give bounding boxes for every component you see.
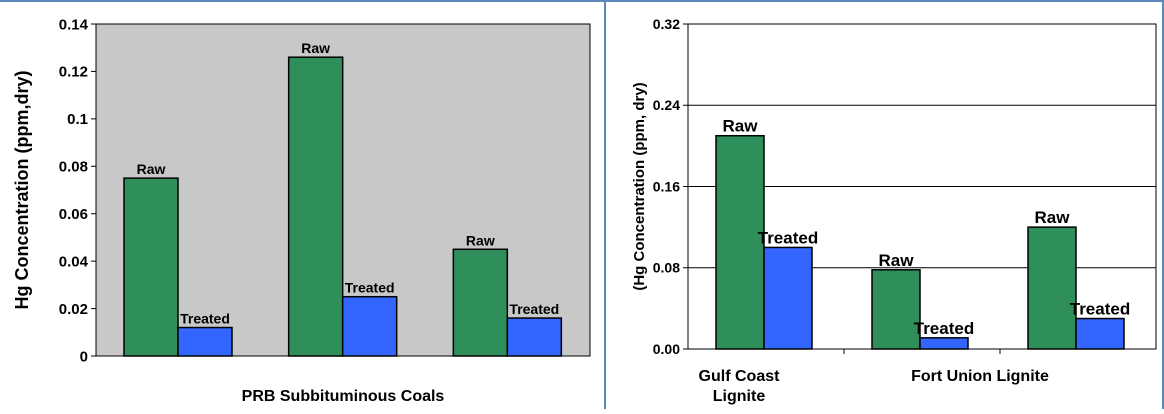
y-tick-label: 0.02	[59, 301, 88, 318]
y-axis-title: Hg Concentration (ppm,dry)	[12, 71, 32, 310]
y-tick-label: 0.24	[653, 97, 680, 113]
treated-bar	[763, 246, 813, 350]
panel-divider	[604, 0, 606, 409]
frame-top	[0, 0, 1164, 2]
y-tick-label: 0.16	[653, 178, 680, 194]
y-tick-label: 0	[80, 348, 88, 365]
treated-bar	[177, 326, 233, 357]
x-axis-title: PRB Subbituminous Coals	[242, 388, 445, 405]
treated-data-label: Treated	[509, 301, 559, 317]
prb-chart: 0 0.02 0.04 0.06 0.08 0.1 0.12 0.14 Raw Treated Ra…	[12, 16, 591, 405]
treated-data-label: Treated	[914, 319, 974, 338]
treated-data-label: Treated	[345, 280, 395, 296]
category-label: Lignite	[713, 388, 766, 405]
raw-bar	[871, 269, 921, 350]
category-label: Fort Union Lignite	[911, 368, 1049, 385]
y-tick-label: 0.1	[67, 111, 88, 128]
left-chart-panel: 0 0.02 0.04 0.06 0.08 0.1 0.12 0.14 Raw Treated Ra…	[12, 16, 591, 405]
treated-bar	[919, 337, 969, 350]
treated-data-label: Treated	[1070, 300, 1130, 319]
treated-data-label: Treated	[180, 311, 230, 327]
y-tick-label: 0.32	[653, 16, 680, 32]
y-tick-label: 0.00	[653, 341, 680, 357]
raw-data-label: Raw	[137, 161, 166, 177]
raw-data-label: Raw	[466, 232, 495, 248]
treated-bar	[1075, 317, 1125, 350]
y-tick-label: 0.08	[59, 159, 88, 176]
y-axis-title: (Hg Concentration (ppm, dry)	[631, 82, 648, 290]
treated-bar	[506, 317, 563, 357]
raw-data-label: Raw	[1035, 208, 1071, 227]
raw-bar	[123, 177, 179, 357]
lignite-chart: 0.00 0.08 0.16 0.24 0.32 Raw Treated Raw Treated…	[631, 16, 1157, 405]
treated-data-label: Treated	[758, 228, 818, 247]
raw-bar	[1027, 226, 1077, 350]
raw-bar	[452, 248, 509, 357]
treated-bar	[341, 295, 398, 357]
y-tick-label: 0.14	[59, 16, 89, 33]
right-chart-panel: 0.00 0.08 0.16 0.24 0.32 Raw Treated Raw Treated…	[606, 0, 1164, 409]
y-tick-label: 0.04	[59, 253, 89, 270]
y-tick-label: 0.12	[59, 64, 88, 81]
raw-bar	[715, 134, 765, 350]
y-tick-label: 0.06	[59, 206, 88, 223]
frame-right	[1162, 0, 1164, 409]
raw-data-label: Raw	[723, 117, 759, 136]
category-label: Gulf Coast	[699, 368, 781, 385]
raw-data-label: Raw	[301, 40, 330, 56]
raw-bar	[287, 56, 344, 357]
raw-data-label: Raw	[879, 251, 915, 270]
y-tick-label: 0.08	[653, 260, 680, 276]
